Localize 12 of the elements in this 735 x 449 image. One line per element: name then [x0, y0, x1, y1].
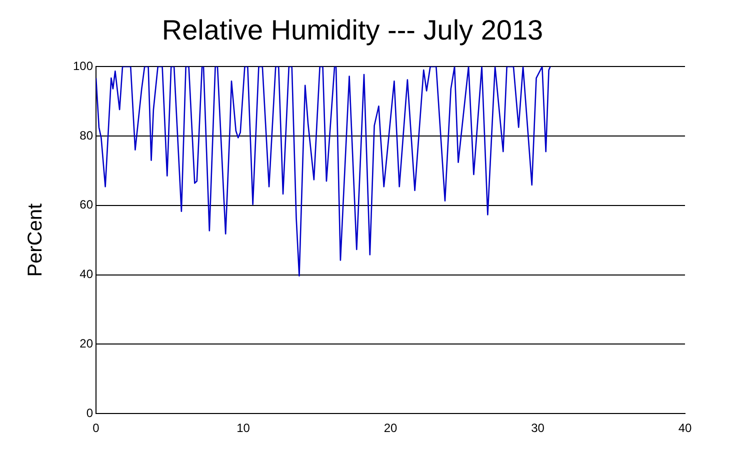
x-tick-label: 20 [384, 421, 398, 436]
y-tick-label: 60 [80, 198, 94, 212]
y-tick-label: 80 [80, 128, 94, 142]
y-tick-label: 100 [72, 58, 94, 73]
y-axis-title: PerCent [24, 202, 47, 277]
x-tick-label: 30 [531, 421, 545, 436]
y-tick-label: 0 [86, 406, 94, 420]
x-tick-label: 40 [678, 421, 692, 436]
y-tick-label: 40 [80, 267, 94, 282]
x-tick-label: 10 [236, 421, 250, 436]
y-tick-label: 20 [80, 336, 94, 351]
chart-title: Relative Humidity --- July 2013 [162, 14, 544, 46]
